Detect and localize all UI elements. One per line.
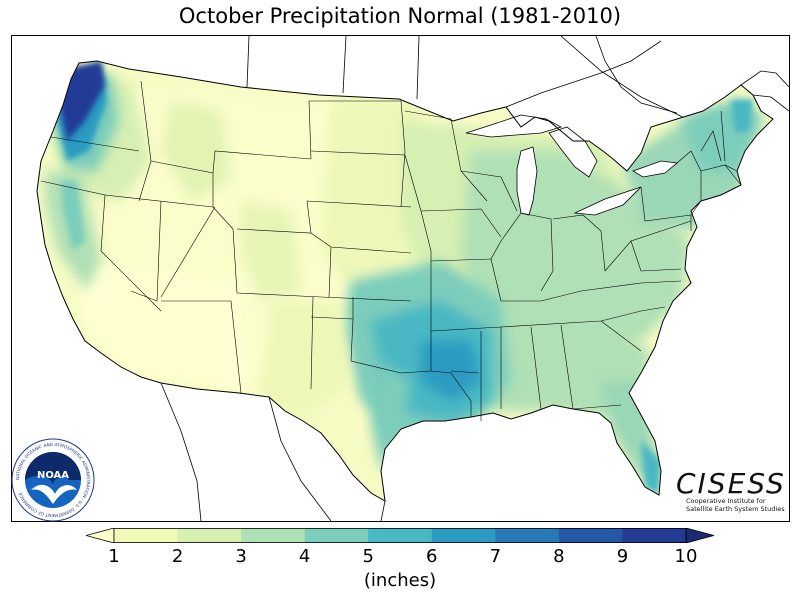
cisess-logo: CISESS Cooperative Institute for Satelli… [676,470,786,518]
colorbar-tick-label: 10 [674,546,698,567]
colorbar-bin [622,528,687,543]
colorbar-units-label: (inches) [363,570,437,591]
colorbar-tick-label: 1 [108,546,120,567]
colorbar-bin [558,528,623,543]
precipitation-map [11,35,790,522]
map-title: October Precipitation Normal (1981-2010) [178,4,622,28]
noaa-logo: NOAA NATIONAL OCEANIC AND ATMOSPHERIC AD… [11,438,95,522]
colorbar-tick-label: 9 [616,546,629,567]
colorbar-bin [114,528,179,543]
colorbar-tick-label: 2 [171,546,184,567]
canada-border [246,36,789,122]
noaa-logo-text: NOAA [37,470,69,481]
colorbar-extend-low [86,528,115,543]
colorbar-tick-label: 6 [426,546,438,567]
mexico-border [160,382,386,521]
state-borders [40,80,742,421]
colorbar-bin [304,528,369,543]
cisess-logo-line1: Cooperative Institute for [686,497,766,505]
colorbar-bin [431,528,496,543]
colorbar-bin [368,528,433,543]
colorbar-bin [241,528,306,543]
colorbar-extend-high [685,528,714,543]
colorbar-bin [495,528,560,543]
colorbar-tick-label: 8 [553,546,565,567]
cisess-logo-line2: Satellite Earth System Studies [686,504,785,513]
colorbar-tick-label: 5 [362,546,374,567]
colorbar-tick-label: 4 [298,546,311,567]
colorbar-tick-label: 3 [235,546,247,567]
great-lakes [465,114,678,216]
colorbar-tick-label: 7 [489,546,502,567]
precipitation-colorbar [86,528,714,543]
colorbar-frame [113,528,687,543]
colorbar-bin [177,528,242,543]
cisess-logo-name: CISESS [676,467,786,500]
